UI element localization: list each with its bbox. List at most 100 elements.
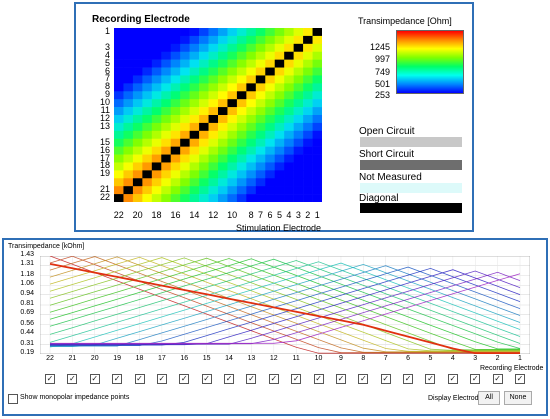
heatmap-cell bbox=[218, 115, 228, 124]
heatmap-cell bbox=[284, 107, 294, 116]
line-x-tick: 14 bbox=[225, 355, 233, 362]
show-monopolar-checkbox[interactable] bbox=[8, 394, 18, 404]
line-y-tick: 0.31 bbox=[20, 339, 34, 347]
electrode-display-checkbox[interactable]: ✓ bbox=[45, 374, 55, 384]
heatmap-cell bbox=[114, 138, 124, 147]
electrode-display-checkbox[interactable]: ✓ bbox=[268, 374, 279, 384]
heatmap-cell bbox=[114, 107, 124, 116]
heatmap-cell bbox=[284, 162, 294, 171]
electrode-display-checkbox[interactable]: ✓ bbox=[358, 374, 369, 384]
heatmap-cell bbox=[199, 194, 209, 202]
heatmap-diagonal-cell bbox=[246, 83, 257, 92]
heatmap-cell bbox=[246, 59, 257, 68]
line-x-tick: 19 bbox=[113, 355, 122, 362]
heatmap-cell bbox=[236, 35, 247, 45]
line-x-tick: 8 bbox=[361, 355, 366, 362]
heatmap-cell bbox=[170, 162, 181, 171]
heatmap-cell bbox=[142, 67, 153, 76]
heatmap-cell bbox=[274, 107, 285, 116]
heatmap-cell bbox=[265, 51, 276, 60]
heatmap-cell bbox=[189, 67, 200, 76]
heatmap-cell bbox=[293, 170, 304, 179]
line-y-tick: 0.44 bbox=[20, 329, 34, 337]
heatmap-cell bbox=[303, 115, 313, 124]
heatmap-cell bbox=[227, 28, 238, 37]
heatmap-cell bbox=[114, 99, 124, 108]
colorbar-tick: 749 bbox=[374, 67, 390, 77]
heatmap-cell bbox=[132, 59, 143, 68]
transimpedance-heatmap-panel: Recording Electrode 1 3 4 5 6 7 8 9 10 11 12 13 15 16… bbox=[74, 2, 474, 233]
heatmap-cell bbox=[218, 28, 228, 37]
heatmap-cell bbox=[161, 138, 172, 147]
electrode-display-checkbox[interactable]: ✓ bbox=[112, 374, 123, 384]
electrode-display-checkbox[interactable]: ✓ bbox=[179, 374, 190, 384]
heatmap-cell bbox=[274, 115, 285, 124]
electrode-display-checkbox[interactable]: ✓ bbox=[313, 374, 324, 384]
line-xlabel: Recording Electrode bbox=[480, 365, 544, 372]
electrode-display-checkbox[interactable]: ✓ bbox=[246, 374, 257, 384]
none-button[interactable]: None bbox=[504, 391, 532, 405]
heatmap-cell bbox=[236, 138, 247, 147]
electrode-display-checkbox[interactable]: ✓ bbox=[67, 374, 78, 384]
electrode-display-checkbox[interactable]: ✓ bbox=[515, 374, 525, 384]
heatmap-cell bbox=[170, 170, 181, 179]
heatmap-cell bbox=[255, 122, 266, 132]
heatmap-cell bbox=[189, 99, 200, 108]
heatmap-cell bbox=[142, 99, 153, 108]
transimpedance-line-panel: Transimpedance [kOhm] 1.43 1.31 1.18 1.06 0.… bbox=[2, 238, 548, 416]
electrode-display-checkbox[interactable]: ✓ bbox=[89, 374, 100, 384]
electrode-display-checkbox[interactable]: ✓ bbox=[380, 374, 391, 384]
electrode-display-checkbox[interactable]: ✓ bbox=[335, 374, 346, 384]
electrode-display-checkbox[interactable]: ✓ bbox=[403, 374, 414, 384]
electrode-display-checkbox[interactable]: ✓ bbox=[492, 374, 503, 384]
heatmap-cell bbox=[293, 99, 304, 108]
heatmap-cell bbox=[208, 154, 219, 163]
heatmap-x-tick: 16 bbox=[170, 210, 181, 220]
electrode-display-checkbox[interactable]: ✓ bbox=[291, 374, 302, 384]
heatmap-cell bbox=[312, 91, 322, 100]
heatmap-cell bbox=[132, 91, 143, 100]
electrode-series-line bbox=[49, 260, 521, 344]
heatmap-cell bbox=[208, 59, 219, 68]
electrode-series-line bbox=[50, 263, 521, 347]
heatmap-cell bbox=[265, 107, 276, 116]
heatmap-cell bbox=[208, 91, 219, 100]
line-x-tick: 4 bbox=[450, 355, 455, 362]
heatmap-xlabel: Stimulation Electrode bbox=[236, 223, 322, 233]
heatmap-cell bbox=[114, 178, 124, 187]
display-electrodes-label: Display Electrodes bbox=[428, 395, 486, 402]
heatmap-cell bbox=[199, 75, 209, 84]
all-button[interactable]: All bbox=[478, 391, 500, 405]
electrode-display-checkbox[interactable]: ✓ bbox=[201, 374, 212, 384]
heatmap-cell bbox=[246, 162, 257, 171]
heatmap-cell bbox=[123, 115, 134, 124]
heatmap-y-tick: 13 bbox=[99, 120, 110, 131]
heatmap-cell bbox=[170, 122, 181, 132]
heatmap-cell bbox=[132, 75, 143, 84]
electrode-display-checkbox[interactable]: ✓ bbox=[134, 374, 145, 384]
electrode-display-checkbox[interactable]: ✓ bbox=[470, 374, 481, 384]
heatmap-cell bbox=[265, 178, 276, 187]
heatmap-cell bbox=[199, 130, 209, 140]
heatmap-cell bbox=[123, 59, 134, 68]
heatmap-cell bbox=[180, 194, 190, 202]
heatmap-cell bbox=[265, 130, 276, 140]
electrode-series-line bbox=[49, 257, 520, 351]
heatmap-cell bbox=[274, 186, 285, 195]
heatmap-cell bbox=[227, 75, 238, 84]
electrode-display-checkbox[interactable]: ✓ bbox=[156, 374, 167, 384]
electrode-display-checkbox[interactable]: ✓ bbox=[224, 374, 235, 384]
electrode-display-checkbox[interactable]: ✓ bbox=[425, 374, 436, 384]
heatmap-cell bbox=[161, 107, 172, 116]
heatmap-cell bbox=[132, 99, 143, 108]
heatmap-cell bbox=[293, 122, 304, 132]
heatmap-cell bbox=[236, 99, 247, 108]
colorbar-tick: 501 bbox=[374, 79, 390, 89]
heatmap-cell bbox=[208, 138, 219, 147]
heatmap-cell bbox=[236, 107, 247, 116]
heatmap-cell bbox=[227, 146, 238, 155]
heatmap-cell bbox=[236, 186, 247, 195]
heatmap-cell bbox=[142, 59, 153, 68]
electrode-display-checkbox[interactable]: ✓ bbox=[447, 374, 458, 384]
heatmap-cell bbox=[312, 59, 322, 68]
